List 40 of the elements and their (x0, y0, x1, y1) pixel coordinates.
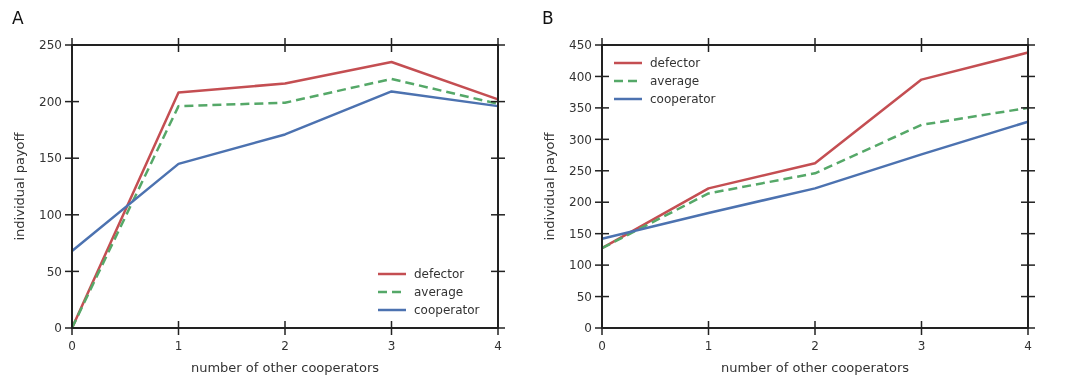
y-tick-label: 250 (39, 38, 62, 53)
y-tick-label: 450 (569, 38, 592, 53)
y-tick-label: 350 (569, 101, 592, 116)
legend-label: average (650, 74, 700, 89)
legend-label: cooperator (414, 303, 480, 318)
x-tick-label: 2 (811, 339, 819, 353)
y-tick-label: 300 (569, 132, 592, 147)
y-tick-label: 0 (54, 321, 62, 336)
line-series (600, 120, 1030, 240)
x-tick-label: 2 (281, 339, 289, 353)
x-tick-label: 1 (704, 339, 713, 353)
y-axis-title: individual payoff (12, 131, 27, 241)
legend-label: cooperator (650, 92, 716, 107)
x-tick-label: 4 (494, 339, 502, 353)
x-tick-label: 3 (387, 339, 396, 353)
chart-title: B (542, 8, 554, 28)
legend-label: defector (414, 267, 465, 282)
x-axis-title: number of other cooperators (190, 360, 380, 375)
y-axis-title: individual payoff (542, 131, 557, 241)
y-tick-label: 150 (39, 151, 62, 166)
y-tick-label: 100 (39, 208, 62, 222)
x-tick-label: 3 (917, 339, 926, 353)
y-tick-label: 250 (569, 163, 592, 178)
line-series (70, 90, 500, 253)
y-tick-label: 100 (569, 258, 592, 273)
y-tick-label: 0 (584, 321, 592, 336)
legend-label: defector (650, 56, 701, 71)
chart-title: A (12, 8, 24, 28)
y-tick-label: 200 (569, 195, 592, 210)
y-tick-label: 150 (569, 226, 592, 241)
y-tick-label: 200 (39, 94, 62, 109)
x-tick-label: 4 (1024, 339, 1032, 353)
y-tick-label: 50 (576, 289, 592, 304)
y-tick-label: 400 (569, 69, 592, 84)
x-tick-label: 0 (598, 339, 606, 353)
y-tick-label: 50 (46, 264, 62, 279)
x-tick-label: 0 (68, 339, 76, 353)
legend-label: average (414, 285, 464, 300)
x-tick-label: 1 (174, 339, 183, 353)
x-axis-title: number of other cooperators (720, 360, 910, 375)
